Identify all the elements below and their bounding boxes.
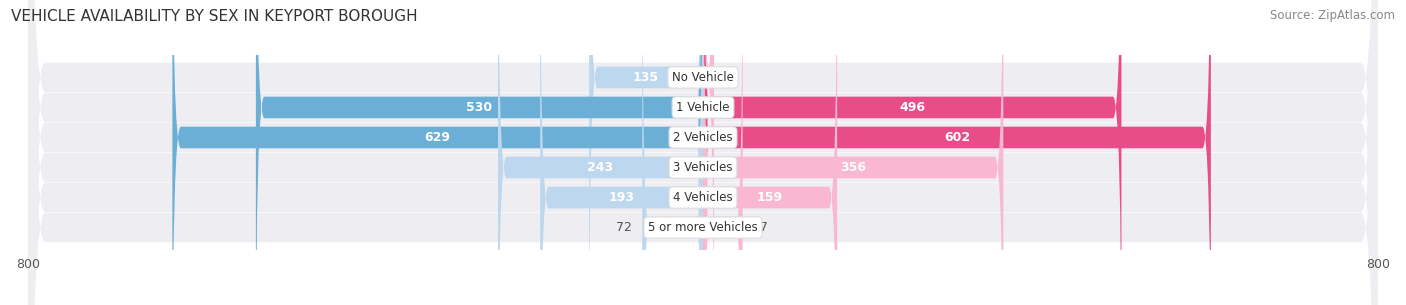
Text: 356: 356 xyxy=(841,161,866,174)
FancyBboxPatch shape xyxy=(28,0,1378,305)
FancyBboxPatch shape xyxy=(703,0,1211,305)
Text: Source: ZipAtlas.com: Source: ZipAtlas.com xyxy=(1270,9,1395,22)
FancyBboxPatch shape xyxy=(703,0,837,305)
Text: 1 Vehicle: 1 Vehicle xyxy=(676,101,730,114)
FancyBboxPatch shape xyxy=(703,0,742,305)
Text: No Vehicle: No Vehicle xyxy=(672,71,734,84)
FancyBboxPatch shape xyxy=(703,0,1004,305)
FancyBboxPatch shape xyxy=(643,0,703,305)
FancyBboxPatch shape xyxy=(28,0,1378,305)
Text: 3 Vehicles: 3 Vehicles xyxy=(673,161,733,174)
Text: 135: 135 xyxy=(633,71,659,84)
Text: 193: 193 xyxy=(609,191,634,204)
Text: 5 or more Vehicles: 5 or more Vehicles xyxy=(648,221,758,234)
Text: 13: 13 xyxy=(724,71,740,84)
Text: 4 Vehicles: 4 Vehicles xyxy=(673,191,733,204)
FancyBboxPatch shape xyxy=(173,0,703,305)
FancyBboxPatch shape xyxy=(589,0,703,305)
Legend: Male, Female: Male, Female xyxy=(636,302,770,305)
Text: 496: 496 xyxy=(900,101,925,114)
Text: 47: 47 xyxy=(752,221,769,234)
Text: 72: 72 xyxy=(616,221,633,234)
FancyBboxPatch shape xyxy=(28,0,1378,305)
FancyBboxPatch shape xyxy=(28,0,1378,305)
Text: 602: 602 xyxy=(943,131,970,144)
Text: 159: 159 xyxy=(756,191,783,204)
FancyBboxPatch shape xyxy=(540,0,703,305)
FancyBboxPatch shape xyxy=(703,0,714,305)
Text: VEHICLE AVAILABILITY BY SEX IN KEYPORT BOROUGH: VEHICLE AVAILABILITY BY SEX IN KEYPORT B… xyxy=(11,9,418,24)
Text: 629: 629 xyxy=(425,131,451,144)
FancyBboxPatch shape xyxy=(28,0,1378,305)
Text: 2 Vehicles: 2 Vehicles xyxy=(673,131,733,144)
FancyBboxPatch shape xyxy=(498,0,703,305)
FancyBboxPatch shape xyxy=(256,0,703,305)
FancyBboxPatch shape xyxy=(28,0,1378,305)
FancyBboxPatch shape xyxy=(703,0,1122,305)
Text: 530: 530 xyxy=(467,101,492,114)
Text: 243: 243 xyxy=(588,161,613,174)
